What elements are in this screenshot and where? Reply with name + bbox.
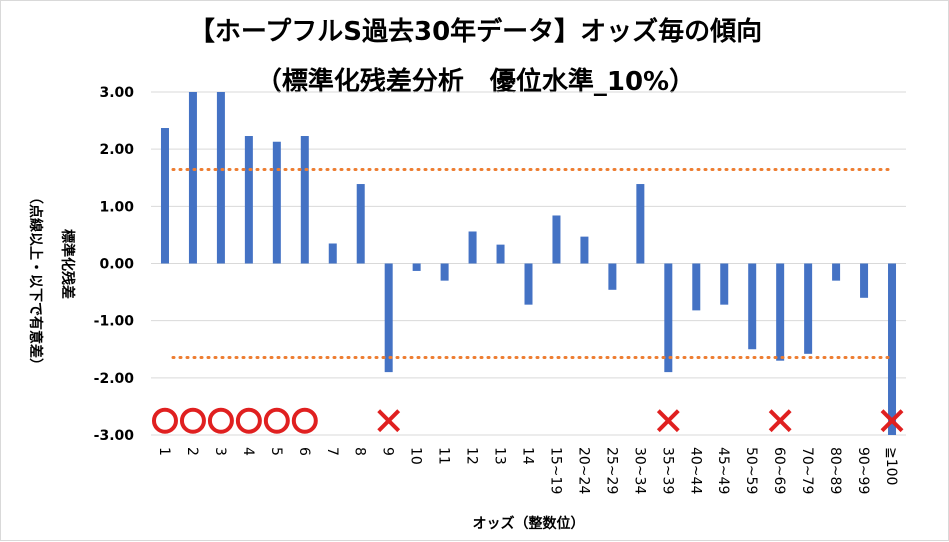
cross-marker-35~39	[656, 409, 680, 433]
bar-45~49	[720, 263, 729, 305]
x-tick-label: 3	[212, 447, 228, 456]
x-tick-label: 1	[156, 447, 172, 456]
y-tick-label: 3.00	[99, 85, 134, 101]
bar-5	[272, 141, 281, 264]
x-tick-label: 30~34	[631, 447, 647, 494]
bar-70~79	[804, 263, 813, 354]
bar-2	[188, 92, 197, 264]
x-tick-label: 15~19	[547, 447, 563, 494]
x-tick-label: 7	[324, 447, 340, 456]
y-axis-label: 標準化残差	[59, 229, 76, 299]
circle-marker-6	[291, 407, 318, 434]
x-tick-label: 12	[464, 447, 480, 465]
y-tick-label: -1.00	[94, 314, 135, 330]
bar-60~69	[776, 263, 785, 361]
x-tick-label: 70~79	[799, 447, 815, 494]
bar-6	[300, 136, 309, 264]
bar-12	[468, 231, 477, 264]
x-axis-label: オッズ（整数位）	[473, 515, 585, 532]
cross-marker-9	[377, 409, 401, 433]
circle-marker-5	[263, 407, 290, 434]
y-tick-label: 2.00	[99, 142, 134, 158]
x-tick-label: 80~89	[827, 447, 843, 494]
bar-10	[412, 263, 421, 271]
x-tick-label: 2	[184, 447, 200, 456]
bar-7	[328, 243, 337, 264]
bar-4	[244, 136, 253, 264]
bar-11	[440, 263, 449, 281]
y-tick-label: -2.00	[94, 371, 135, 387]
x-tick-label: 11	[436, 447, 452, 465]
x-tick-label: 40~44	[687, 447, 703, 494]
x-tick-label: 60~69	[771, 447, 787, 494]
x-tick-label: 6	[296, 447, 312, 456]
circle-marker-4	[235, 407, 262, 434]
circle-marker-1	[151, 407, 178, 434]
x-tick-label: 5	[268, 447, 284, 456]
bar-90~99	[860, 263, 869, 298]
y-tick-label: 1.00	[99, 199, 134, 215]
bar-15~19	[552, 215, 561, 264]
x-tick-label: 14	[520, 447, 536, 465]
circle-marker-3	[207, 407, 234, 434]
bar-13	[496, 244, 505, 264]
bar-30~34	[636, 184, 645, 264]
bar-1	[160, 128, 169, 264]
chart-title: 【ホープフルS過去30年データ】オッズ毎の傾向	[188, 17, 763, 47]
x-tick-label: 25~29	[603, 447, 619, 494]
bar-≧100	[888, 263, 897, 435]
bar-80~89	[832, 263, 841, 281]
bar-20~24	[580, 236, 589, 264]
x-tick-label: 90~99	[855, 447, 871, 494]
bar-3	[216, 92, 225, 264]
x-tick-label: 13	[492, 447, 508, 465]
x-tick-label: 20~24	[575, 447, 591, 494]
bar-50~59	[748, 263, 757, 350]
y-axis-note: （点線以上・以下で有意差）	[27, 190, 44, 372]
x-tick-label: 50~59	[743, 447, 759, 494]
x-tick-label: 45~49	[715, 447, 731, 494]
x-tick-label: 10	[408, 447, 424, 465]
circle-marker-2	[179, 407, 206, 434]
x-tick-label: 9	[380, 447, 396, 456]
x-tick-label: 4	[240, 447, 256, 456]
y-tick-label: 0.00	[99, 257, 134, 273]
bar-14	[524, 263, 533, 305]
bar-25~29	[608, 263, 617, 290]
x-tick-label: 8	[352, 447, 368, 456]
cross-marker-60~69	[768, 409, 792, 433]
bar-40~44	[692, 263, 701, 311]
x-tick-label: 35~39	[659, 447, 675, 494]
bar-35~39	[664, 263, 673, 373]
cross-marker-≧100	[880, 409, 904, 433]
bar-9	[384, 263, 393, 373]
y-tick-label: -3.00	[94, 428, 135, 444]
bar-8	[356, 184, 365, 264]
x-tick-label: ≧100	[883, 447, 899, 485]
